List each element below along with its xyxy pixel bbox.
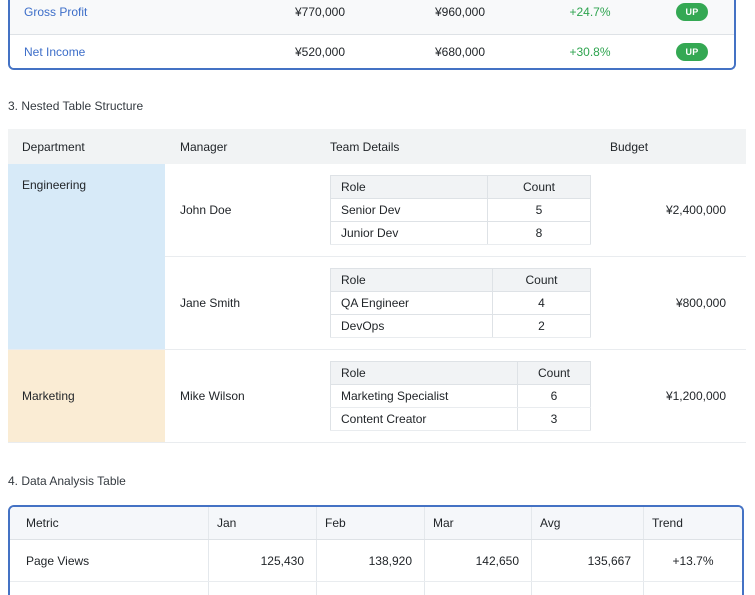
column-header-avg: Avg bbox=[531, 507, 643, 539]
team-details-cell: Role Count Senior Dev 5 Junior Dev 8 bbox=[328, 164, 598, 257]
nested-team-table: Role Count QA Engineer 4 DevOps 2 bbox=[330, 268, 591, 338]
column-header-mar: Mar bbox=[424, 507, 531, 539]
nested-row: Junior Dev 8 bbox=[330, 221, 591, 245]
role-cell: Content Creator bbox=[330, 407, 518, 431]
value-cell bbox=[424, 582, 531, 595]
column-header-trend: Trend bbox=[643, 507, 742, 539]
table-row: Page Views 125,430 138,920 142,650 135,6… bbox=[10, 540, 742, 582]
metric-cell bbox=[10, 582, 208, 595]
manager-cell: Mike Wilson bbox=[165, 349, 328, 443]
metric-cell: Gross Profit bbox=[24, 5, 88, 19]
nested-row: Senior Dev 5 bbox=[330, 198, 591, 222]
table-row-partial bbox=[10, 582, 742, 595]
change-cell: +24.7% bbox=[569, 5, 611, 19]
nested-structure-table: Department Manager Team Details Budget E… bbox=[8, 129, 746, 443]
table-row: Engineering John Doe Role Count Senior D… bbox=[8, 164, 746, 350]
value-cell: ¥770,000 bbox=[294, 5, 346, 19]
nested-column-count: Count bbox=[492, 268, 591, 292]
badge-cell: UP bbox=[650, 3, 734, 21]
nested-team-table: Role Count Marketing Specialist 6 Conten… bbox=[330, 361, 591, 431]
nested-row: Content Creator 3 bbox=[330, 407, 591, 431]
value-cell bbox=[316, 582, 424, 595]
table-row: Net Income ¥520,000 ¥680,000 +30.8% UP bbox=[10, 35, 734, 68]
badge-cell: UP bbox=[650, 42, 734, 61]
column-header-feb: Feb bbox=[316, 507, 424, 539]
column-header-team-details: Team Details bbox=[328, 129, 598, 164]
value-cell: 138,920 bbox=[316, 540, 424, 581]
table-header-row: Metric Jan Feb Mar Avg Trend bbox=[10, 507, 742, 540]
nested-column-role: Role bbox=[330, 175, 488, 199]
table-row: Jane Smith Role Count QA Engineer 4 bbox=[8, 256, 746, 350]
nested-row: DevOps 2 bbox=[330, 314, 591, 338]
up-badge: UP bbox=[676, 3, 708, 21]
trend-cell: +13.7% bbox=[643, 540, 742, 581]
department-cell-engineering: Engineering bbox=[8, 164, 165, 350]
column-header-manager: Manager bbox=[165, 129, 328, 164]
budget-cell: ¥800,000 bbox=[598, 256, 746, 350]
count-cell: 3 bbox=[517, 407, 591, 431]
section-heading-data-analysis: 4. Data Analysis Table bbox=[8, 474, 126, 488]
budget-cell: ¥2,400,000 bbox=[665, 203, 726, 217]
nested-header-row: Role Count bbox=[330, 268, 591, 292]
metric-cell: Net Income bbox=[24, 44, 86, 59]
manager-cell: John Doe bbox=[180, 203, 232, 217]
role-cell: QA Engineer bbox=[330, 291, 493, 315]
nested-column-count: Count bbox=[487, 175, 591, 199]
count-cell: 8 bbox=[487, 221, 591, 245]
value-cell: 135,667 bbox=[531, 540, 643, 581]
trend-cell bbox=[643, 582, 742, 595]
value-cell: 125,430 bbox=[208, 540, 316, 581]
table-row: Gross Profit ¥770,000 ¥960,000 +24.7% UP bbox=[10, 0, 734, 35]
nested-header-row: Role Count bbox=[330, 175, 591, 199]
count-cell: 4 bbox=[492, 291, 591, 315]
value-cell: ¥960,000 bbox=[434, 5, 486, 19]
table-row: Marketing Mike Wilson Role Count Marketi… bbox=[8, 349, 746, 443]
metric-cell: Page Views bbox=[26, 553, 90, 568]
value-cell bbox=[531, 582, 643, 595]
count-cell: 5 bbox=[487, 198, 591, 222]
nested-row: Marketing Specialist 6 bbox=[330, 384, 591, 408]
budget-cell: ¥1,200,000 bbox=[598, 349, 746, 443]
value-cell: ¥520,000 bbox=[294, 44, 346, 59]
department-cell-marketing: Marketing bbox=[8, 349, 165, 443]
value-cell: ¥680,000 bbox=[434, 44, 486, 59]
nested-column-count: Count bbox=[517, 361, 591, 385]
team-details-cell: Role Count Marketing Specialist 6 Conten… bbox=[328, 349, 598, 443]
nested-column-role: Role bbox=[330, 361, 518, 385]
nested-team-table: Role Count Senior Dev 5 Junior Dev 8 bbox=[330, 175, 591, 245]
value-cell bbox=[208, 582, 316, 595]
role-cell: Marketing Specialist bbox=[330, 384, 518, 408]
manager-cell: Jane Smith bbox=[165, 256, 328, 350]
count-cell: 2 bbox=[492, 314, 591, 338]
nested-column-role: Role bbox=[330, 268, 493, 292]
financial-comparison-table: Gross Profit ¥770,000 ¥960,000 +24.7% UP… bbox=[8, 0, 736, 70]
column-header-jan: Jan bbox=[208, 507, 316, 539]
role-cell: Junior Dev bbox=[330, 221, 488, 245]
team-details-cell: Role Count QA Engineer 4 DevOps 2 bbox=[328, 256, 598, 350]
role-cell: DevOps bbox=[330, 314, 493, 338]
value-cell: 142,650 bbox=[424, 540, 531, 581]
change-cell: +30.8% bbox=[569, 44, 611, 59]
count-cell: 6 bbox=[517, 384, 591, 408]
data-analysis-table: Metric Jan Feb Mar Avg Trend Page Views … bbox=[8, 505, 744, 595]
role-cell: Senior Dev bbox=[330, 198, 488, 222]
column-header-budget: Budget bbox=[598, 129, 746, 164]
section-heading-nested-table: 3. Nested Table Structure bbox=[8, 99, 144, 113]
table-header-row: Department Manager Team Details Budget bbox=[8, 129, 746, 164]
column-header-department: Department bbox=[8, 129, 165, 164]
up-badge: UP bbox=[676, 42, 708, 61]
nested-header-row: Role Count bbox=[330, 361, 591, 385]
nested-row: QA Engineer 4 bbox=[330, 291, 591, 315]
column-header-metric: Metric bbox=[26, 516, 59, 530]
